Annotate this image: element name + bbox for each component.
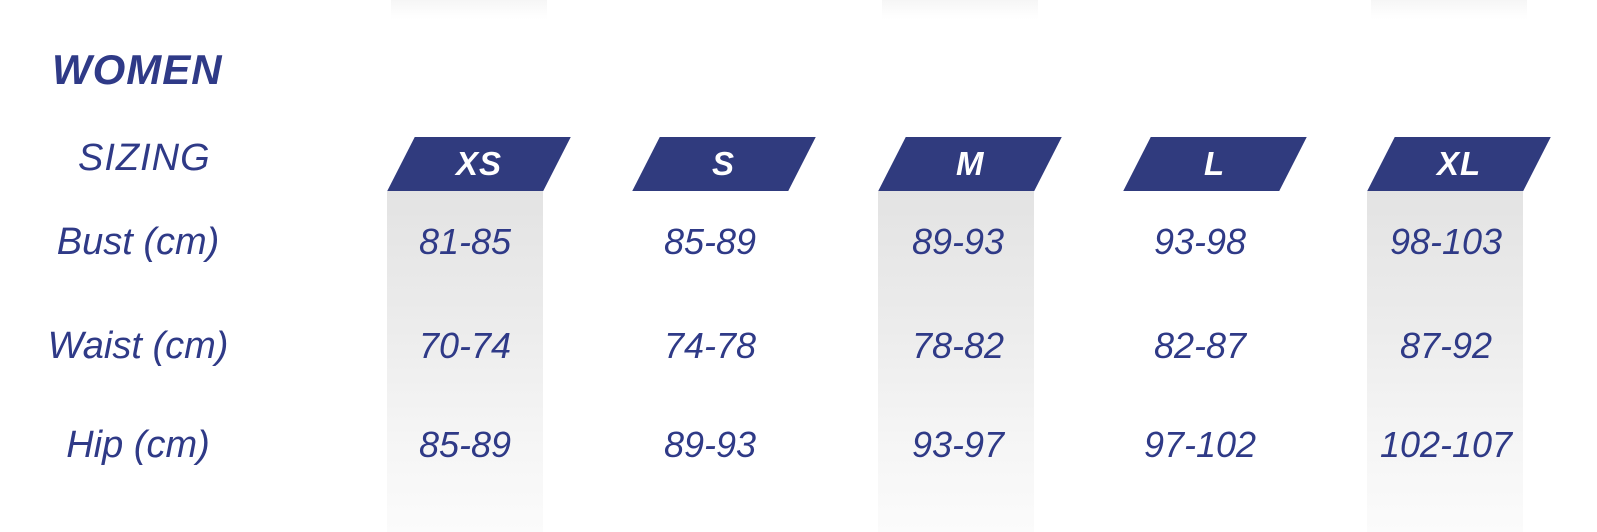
cell-hip-l: 97-102 (1143, 424, 1257, 465)
cell-bust-s: 85-89 (663, 221, 757, 262)
cell-waist-s: 74-78 (663, 325, 757, 366)
cell-bust-xl: 98-103 (1389, 221, 1503, 262)
cell-hip-xl: 102-107 (1379, 424, 1513, 465)
size-header-label: M (955, 145, 985, 182)
size-header-label: XL (1436, 145, 1482, 182)
cell-bust-m: 89-93 (911, 221, 1005, 262)
top-column-remnant-m (882, 0, 1038, 20)
cell-hip-s: 89-93 (663, 424, 757, 465)
cell-hip-xs: 85-89 (418, 424, 512, 465)
row-label-hip: Hip (cm) (66, 424, 210, 466)
shaded-column-m (878, 191, 1034, 532)
cell-bust-xs: 81-85 (418, 221, 512, 262)
row-label-waist: Waist (cm) (47, 325, 229, 367)
cell-waist-xl: 87-92 (1399, 325, 1493, 366)
size-header-label: XS (455, 145, 503, 182)
cell-waist-xs: 70-74 (418, 325, 512, 366)
shaded-column-xs (387, 191, 543, 532)
cell-hip-m: 93-97 (911, 424, 1005, 465)
size-header-xs: XS (387, 137, 571, 191)
cell-bust-l: 93-98 (1153, 221, 1247, 262)
size-header-label: S (712, 145, 736, 182)
top-column-remnant-xl (1371, 0, 1527, 20)
size-header-l: L (1123, 137, 1307, 191)
cell-waist-m: 78-82 (911, 325, 1005, 366)
table-caption-sizing: SIZING (78, 137, 211, 179)
shaded-column-xl (1367, 191, 1523, 532)
size-header-m: M (878, 137, 1062, 191)
row-label-bust: Bust (cm) (56, 221, 220, 263)
size-header-xl: XL (1367, 137, 1551, 191)
cell-waist-l: 82-87 (1153, 325, 1247, 366)
size-header-s: S (632, 137, 816, 191)
size-header-label: L (1204, 145, 1226, 182)
top-column-remnant-xs (391, 0, 547, 20)
section-title: WOMEN (52, 46, 223, 93)
